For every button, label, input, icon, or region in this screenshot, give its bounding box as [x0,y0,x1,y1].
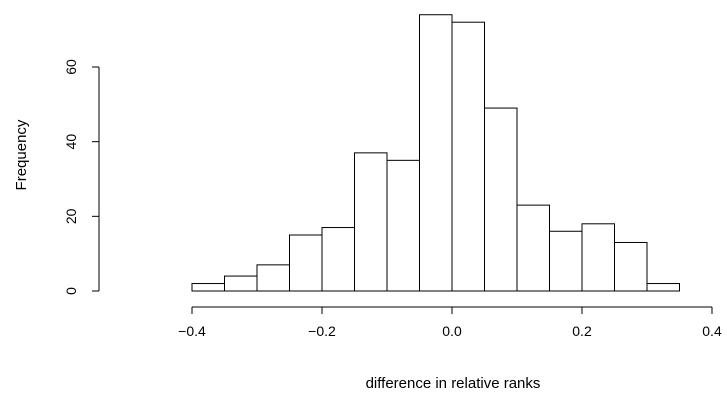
histogram-bar [354,152,388,292]
histogram-bar [549,230,583,292]
histogram-bar [256,264,290,292]
histogram-bar [419,14,453,292]
y-tick-label: 40 [63,134,79,150]
x-axis-title: difference in relative ranks [366,375,541,392]
histogram-bar [451,21,485,292]
histogram-bar [646,283,680,292]
x-axis: −0.4 −0.2 0.0 0.2 0.4 [178,306,722,339]
x-tick-label: 0.0 [442,323,462,339]
y-tick-label: 0 [63,287,79,295]
y-tick-label: 60 [63,59,79,75]
histogram-bar [516,204,550,292]
histogram-bar [484,107,518,292]
histogram-bar [581,223,615,292]
histogram-bars [191,14,680,292]
histogram-bar [614,241,648,292]
x-tick-label: −0.4 [178,323,206,339]
histogram-bar [224,275,258,292]
histogram-bar [191,283,225,292]
y-axis-title: Frequency [13,119,30,190]
x-tick-label: 0.4 [702,323,722,339]
y-tick-label: 20 [63,208,79,224]
histogram-bar [321,227,355,292]
x-tick-label: −0.2 [308,323,336,339]
histogram-bar [386,159,420,292]
x-tick-label: 0.2 [572,323,592,339]
y-axis: 0 20 40 60 [63,59,100,295]
histogram-bar [289,234,323,292]
